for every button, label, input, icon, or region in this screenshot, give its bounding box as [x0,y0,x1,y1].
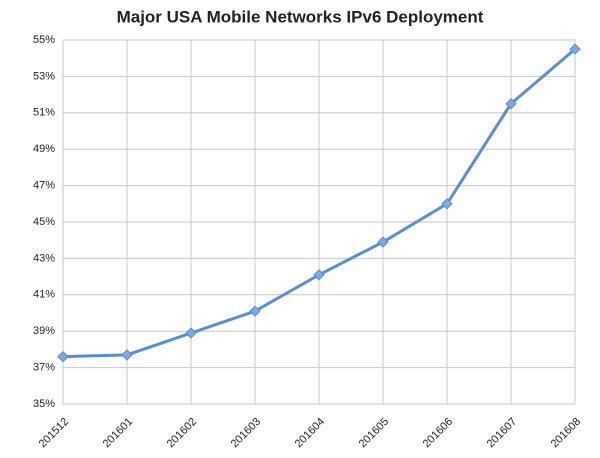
x-tick-label: 201608 [549,416,583,450]
x-tick-label: 201601 [101,416,135,450]
y-tick-label: 41% [33,289,55,301]
x-tick-label: 201512 [37,416,71,450]
marker [441,198,453,210]
y-tick-label: 47% [33,180,55,192]
x-tick-label: 201604 [293,416,327,450]
x-tick-label: 201606 [421,416,455,450]
x-tick-label: 201607 [485,416,519,450]
x-tick-label: 201603 [229,416,263,450]
marker [377,236,389,248]
y-tick-label: 51% [33,107,55,119]
y-tick-label: 55% [33,34,55,46]
marker [185,327,197,339]
y-tick-label: 37% [33,362,55,374]
y-tick-label: 53% [33,70,55,82]
chart-title: Major USA Mobile Networks IPv6 Deploymen… [117,7,484,26]
marker [57,350,69,363]
y-tick-label: 49% [33,143,55,155]
marker [121,349,133,361]
marker [505,97,517,110]
y-tick-label: 43% [33,252,55,264]
y-tick-label: 39% [33,325,55,337]
marker [569,43,581,55]
x-tick-label: 201605 [357,416,391,450]
x-tick-label: 201602 [165,416,199,450]
marker [249,305,261,317]
marker [313,269,325,281]
y-tick-label: 45% [33,216,55,228]
y-tick-label: 35% [33,398,55,410]
